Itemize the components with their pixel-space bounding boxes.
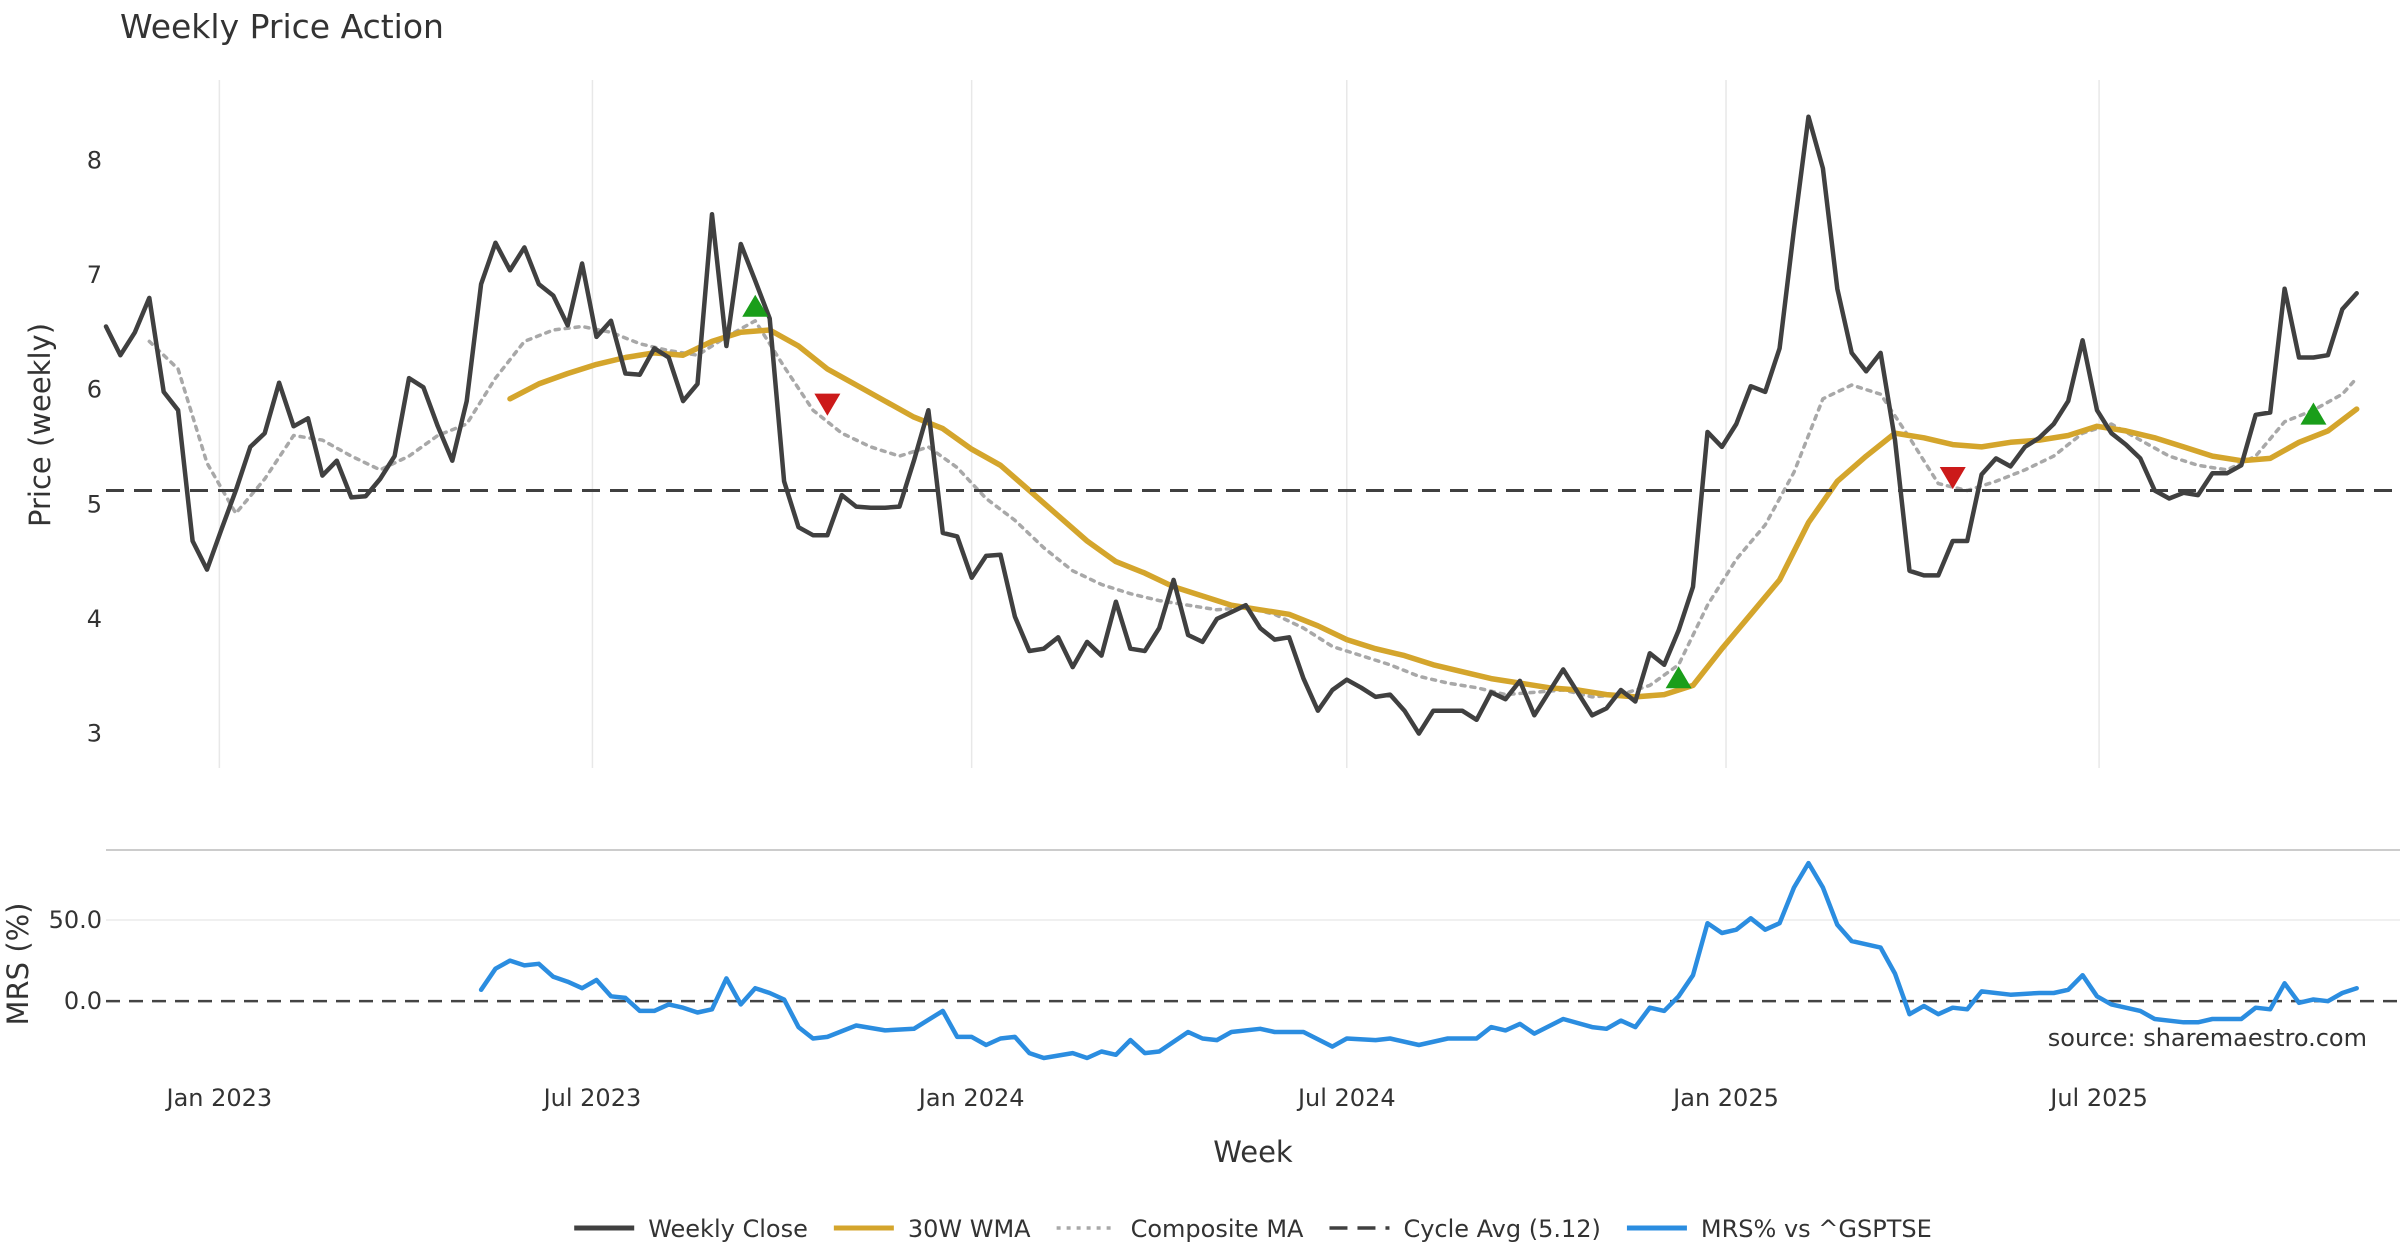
- y-tick-label: 3: [87, 720, 102, 748]
- series-mrs-vs-gsptse: [478, 860, 2359, 1061]
- series-weekly-close: [103, 114, 2359, 736]
- legend-item-mrs-vs-gsptse: MRS% vs ^GSPTSE: [1626, 1215, 1932, 1243]
- x-tick-label: Jul 2023: [542, 1084, 642, 1112]
- y-tick-label: 7: [87, 261, 102, 289]
- x-tick-label: Jan 2025: [1671, 1084, 1779, 1112]
- x-tick-label: Jul 2024: [1296, 1084, 1396, 1112]
- y-tick-label: 5: [87, 490, 102, 518]
- y-tick-label: 6: [87, 376, 102, 404]
- source-note: source: sharemaestro.com: [2048, 1024, 2367, 1052]
- legend-label: 30W WMA: [908, 1215, 1031, 1243]
- chart-title: Weekly Price Action: [120, 7, 444, 46]
- legend-label: Cycle Avg (5.12): [1403, 1215, 1600, 1243]
- legend-item-composite-ma: Composite MA: [1056, 1215, 1304, 1243]
- legend-item-30w-wma: 30W WMA: [833, 1215, 1031, 1243]
- buy-signal-marker: [2300, 402, 2327, 425]
- sell-signal-marker: [1939, 466, 1966, 490]
- legend-item-cycle-avg-5-12: Cycle Avg (5.12): [1329, 1215, 1601, 1243]
- legend-label: Composite MA: [1131, 1215, 1304, 1243]
- sell-signal-marker: [814, 393, 841, 416]
- x-tick-label: Jan 2024: [917, 1084, 1025, 1112]
- mrs-y-axis-label: MRS (%): [1, 903, 35, 1026]
- y-tick-label: 4: [87, 605, 102, 633]
- y-tick-label: 8: [87, 146, 102, 174]
- x-tick-label: Jul 2025: [2048, 1084, 2148, 1112]
- x-tick-label: Jan 2023: [165, 1084, 273, 1112]
- mrs-y-tick-label: 50.0: [49, 906, 102, 934]
- legend-item-weekly-close: Weekly Close: [574, 1215, 808, 1243]
- legend-label: MRS% vs ^GSPTSE: [1701, 1215, 1932, 1243]
- price-y-axis-label: Price (weekly): [23, 323, 57, 527]
- buy-signal-marker: [742, 294, 769, 317]
- legend-label: Weekly Close: [648, 1215, 808, 1243]
- mrs-y-tick-label: 0.0: [64, 987, 102, 1015]
- legend: Weekly Close 30W WMA Composite MA Cycle Avg…: [574, 1215, 1932, 1243]
- buy-signal-marker: [1665, 666, 1692, 689]
- x-axis-label: Week: [1213, 1135, 1293, 1169]
- series-30w-wma: [507, 327, 2360, 700]
